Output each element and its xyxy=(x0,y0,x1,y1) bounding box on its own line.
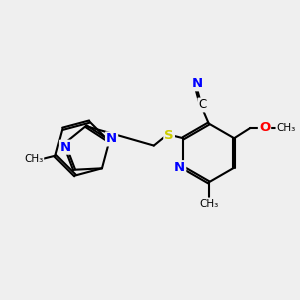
Text: CH₃: CH₃ xyxy=(199,199,218,208)
Text: O: O xyxy=(259,122,270,134)
Text: N: N xyxy=(60,141,71,154)
Text: CH₃: CH₃ xyxy=(24,154,44,164)
Text: C: C xyxy=(198,98,207,112)
Text: N: N xyxy=(106,132,117,146)
Text: CH₃: CH₃ xyxy=(276,123,296,133)
Text: N: N xyxy=(192,77,203,90)
Text: N: N xyxy=(174,161,185,174)
Text: S: S xyxy=(164,129,174,142)
